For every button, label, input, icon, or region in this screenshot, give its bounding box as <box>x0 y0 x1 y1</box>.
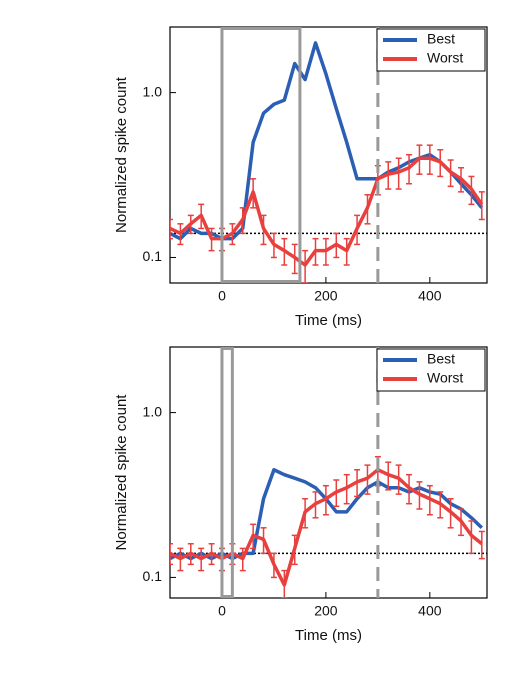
error-bar <box>187 214 194 235</box>
error-bar <box>312 491 319 519</box>
analysis-window <box>220 347 234 598</box>
error-bar <box>333 479 340 508</box>
y-tick-label: 1.0 <box>143 83 163 99</box>
error-bar <box>468 175 475 206</box>
error-bar <box>416 481 423 510</box>
legend-label: Best <box>427 351 455 367</box>
error-bar <box>385 161 392 190</box>
legend-box <box>376 28 486 72</box>
error-bar <box>302 249 309 283</box>
error-bar <box>322 484 329 516</box>
series-line <box>170 41 484 241</box>
error-bar <box>177 223 184 246</box>
error-bar <box>468 520 475 555</box>
error-bar <box>270 232 277 259</box>
legend-label: Worst <box>427 370 463 386</box>
error-bar <box>406 473 413 505</box>
error-bar <box>395 464 402 495</box>
error-bar <box>354 214 361 246</box>
error-bar <box>437 149 444 178</box>
plot-frame <box>169 26 488 284</box>
error-bar <box>354 468 361 498</box>
x-tick-label: 400 <box>418 288 442 304</box>
y-axis-label: Normalized spike count <box>113 394 130 551</box>
legend-label: Best <box>427 31 455 47</box>
legend-box <box>376 348 486 392</box>
legend-label: Worst <box>427 50 463 66</box>
error-bar <box>260 214 267 246</box>
x-tick-label: 400 <box>418 603 442 619</box>
error-bar <box>343 237 350 266</box>
error-bar <box>478 191 485 221</box>
error-bar <box>260 527 267 555</box>
error-bar <box>229 223 236 246</box>
error-bar <box>291 534 298 566</box>
error-bar <box>364 464 371 495</box>
error-bar <box>177 547 184 572</box>
error-bar <box>458 167 465 193</box>
x-tick-label: 200 <box>314 603 338 619</box>
error-bar <box>416 144 423 175</box>
y-tick-label: 0.1 <box>143 568 163 584</box>
y-axis-label: Normalized spike count <box>113 76 130 233</box>
panel: 0.1 1.0 0 200 400 Time (ms) Normalized spike c… <box>113 346 488 644</box>
error-bar <box>385 461 392 491</box>
error-bar <box>312 237 319 266</box>
x-tick-label: 200 <box>314 288 338 304</box>
error-bar <box>322 237 329 266</box>
error-bar <box>343 473 350 505</box>
error-bar <box>426 484 433 516</box>
error-bar <box>478 530 485 560</box>
error-bar <box>198 547 205 572</box>
error-bar <box>426 144 433 175</box>
x-axis-label: Time (ms) <box>295 627 362 644</box>
error-bar <box>198 203 205 230</box>
error-bar <box>208 543 215 566</box>
error-bar <box>239 547 246 572</box>
error-bar <box>170 543 173 566</box>
error-bar <box>281 569 288 598</box>
error-bar <box>250 178 257 209</box>
error-bar <box>333 232 340 259</box>
error-bar <box>250 523 257 550</box>
error-bar <box>458 508 465 537</box>
error-bar <box>208 227 215 252</box>
error-bar <box>406 153 413 185</box>
error-bar <box>281 237 288 266</box>
plot-frame <box>169 346 488 599</box>
error-bar <box>437 491 444 519</box>
y-tick-label: 0.1 <box>143 248 163 264</box>
x-tick-label: 0 <box>218 603 226 619</box>
analysis-window <box>220 27 302 283</box>
error-bar <box>239 207 246 235</box>
error-bar <box>364 194 371 225</box>
error-bar <box>187 543 194 566</box>
error-bar <box>302 498 309 529</box>
y-tick-label: 1.0 <box>143 403 163 419</box>
error-bar <box>395 157 402 190</box>
error-bar <box>270 552 277 579</box>
error-bar <box>447 498 454 529</box>
x-axis-label: Time (ms) <box>295 312 362 329</box>
error-bar <box>291 243 298 275</box>
panel: 0.1 1.0 0 200 400 Time (ms) Normalized spike c… <box>113 26 488 329</box>
error-bar <box>447 159 454 188</box>
error-bar <box>170 218 173 240</box>
x-tick-label: 0 <box>218 288 226 304</box>
